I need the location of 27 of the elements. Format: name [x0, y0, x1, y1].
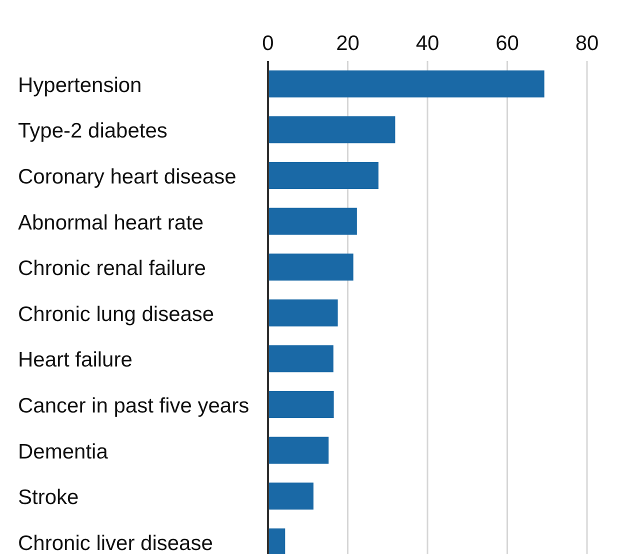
y-tick-label: Hypertension [18, 74, 142, 97]
y-tick-label: Cancer in past five years [18, 394, 250, 418]
x-tick-label: 80 [575, 32, 599, 55]
bar [268, 162, 378, 189]
y-tick-label: Chronic lung disease [18, 302, 214, 326]
y-tick-label: Heart failure [18, 348, 132, 372]
x-tick-label: 0 [262, 32, 274, 55]
bar [268, 528, 286, 554]
y-tick-label: Chronic liver disease [18, 532, 213, 554]
y-tick-label: Dementia [18, 440, 108, 464]
bar [268, 436, 329, 464]
x-tick-label: 40 [416, 32, 440, 55]
bar [268, 299, 338, 326]
y-tick-label: Chronic renal failure [18, 257, 206, 280]
x-tick-label: 20 [336, 32, 360, 55]
x-tick-label: 60 [496, 32, 519, 55]
y-tick-label: Abnormal heart rate [18, 211, 204, 234]
y-tick-label: Coronary heart disease [18, 166, 236, 188]
bar [268, 345, 334, 372]
y-tick-label: Stroke [18, 486, 79, 510]
y-tick-label: Type-2 diabetes [18, 120, 168, 143]
bar [268, 70, 544, 98]
bar [268, 391, 334, 418]
bar [268, 254, 354, 281]
bar [268, 482, 314, 510]
bar [268, 208, 357, 235]
bar [268, 116, 396, 144]
